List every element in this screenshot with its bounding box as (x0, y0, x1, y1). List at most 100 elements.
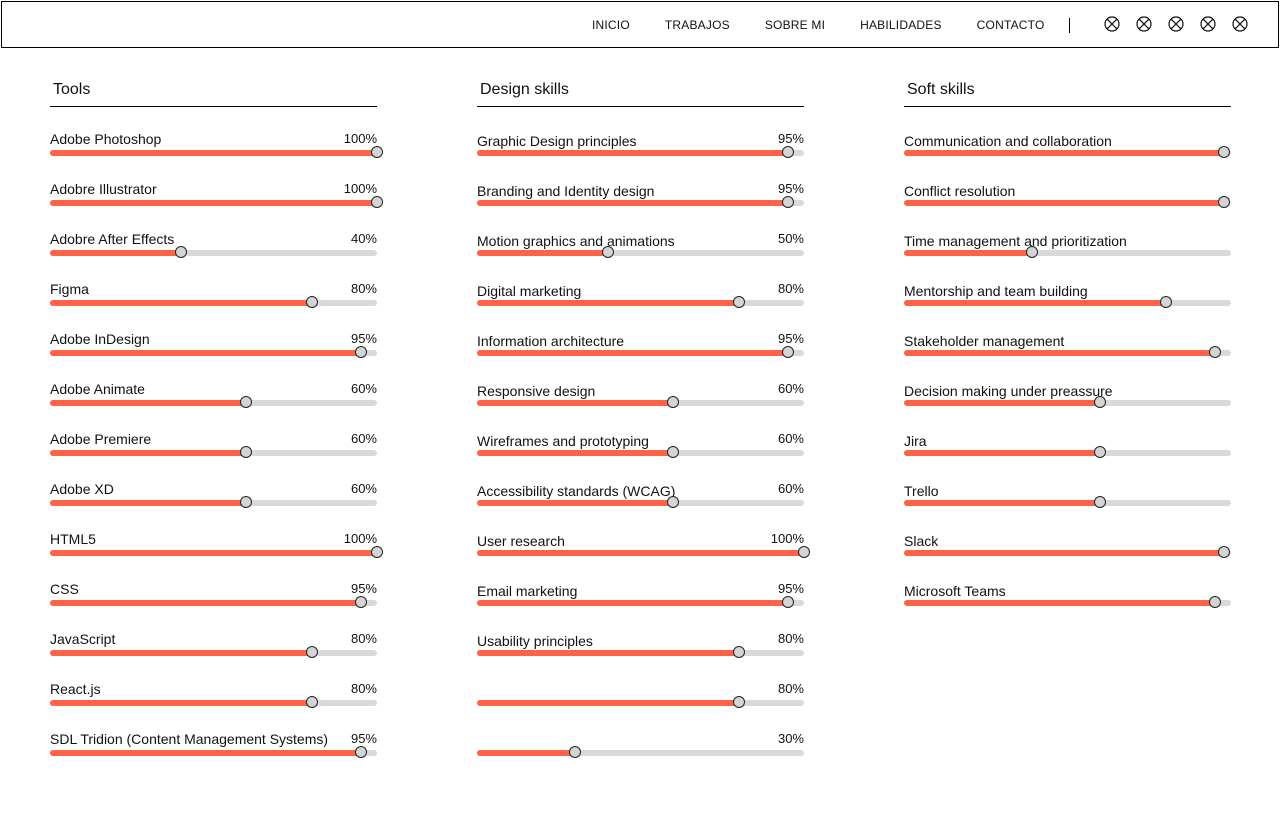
skill-slider-track[interactable] (50, 596, 377, 608)
skill-slider-thumb[interactable] (371, 196, 383, 208)
skill-percent: 95% (350, 331, 377, 346)
skill-slider-thumb[interactable] (781, 596, 794, 608)
skill-slider-track[interactable] (904, 146, 1231, 158)
skill-slider-track[interactable] (904, 246, 1231, 258)
skill-slider-thumb[interactable] (732, 296, 745, 308)
skill-slider-thumb[interactable] (1218, 546, 1231, 558)
skill-slider-track[interactable] (477, 496, 804, 508)
skill-slider-track[interactable] (904, 546, 1231, 558)
skill-percent: 95% (350, 581, 377, 596)
skill-slider-fill (904, 600, 1215, 606)
skill-slider-thumb[interactable] (240, 496, 253, 508)
skill-slider-thumb[interactable] (354, 746, 367, 758)
skill-slider-track[interactable] (477, 296, 804, 308)
skill-slider-track[interactable] (477, 396, 804, 408)
skill-slider-thumb[interactable] (240, 396, 253, 408)
skill-slider-thumb[interactable] (1094, 496, 1107, 508)
skill-slider-track[interactable] (904, 396, 1231, 408)
skill-slider-thumb[interactable] (667, 446, 680, 458)
skill-slider-fill (904, 500, 1101, 506)
skill-slider-track[interactable] (50, 496, 377, 508)
skill-slider-track[interactable] (50, 246, 377, 258)
nav-link-habilidades[interactable]: HABILIDADES (860, 17, 942, 32)
skill-slider-track[interactable] (50, 546, 383, 558)
skill-slider-track[interactable] (50, 196, 383, 208)
skill-slider-thumb[interactable] (371, 546, 383, 558)
skill-slider-thumb[interactable] (798, 546, 810, 558)
skill-slider-thumb[interactable] (601, 246, 614, 258)
skill-slider-thumb[interactable] (240, 446, 253, 458)
skill-percent: 95% (777, 131, 804, 146)
skill-slider-track[interactable] (477, 196, 804, 208)
skill-row: JavaScript 80% (50, 627, 377, 677)
skill-slider-thumb[interactable] (732, 696, 745, 708)
skill-slider-thumb[interactable] (667, 396, 680, 408)
skill-slider-thumb[interactable] (569, 746, 582, 758)
skill-slider-track[interactable] (477, 546, 810, 558)
skill-name: Microsoft Teams (904, 583, 1006, 599)
skill-slider-thumb[interactable] (781, 146, 794, 158)
social-link-1-icon[interactable] (1104, 16, 1120, 32)
skill-slider-track[interactable] (904, 496, 1231, 508)
skill-slider-thumb[interactable] (305, 646, 318, 658)
skill-slider-thumb[interactable] (1025, 246, 1038, 258)
skill-percent: 80% (350, 281, 377, 296)
skill-slider-track[interactable] (50, 346, 377, 358)
skill-slider-track[interactable] (50, 146, 383, 158)
skill-slider-track[interactable] (50, 396, 377, 408)
skill-slider-track[interactable] (50, 296, 377, 308)
skill-slider-thumb[interactable] (781, 196, 794, 208)
skill-slider-track[interactable] (477, 746, 804, 758)
skill-slider-track[interactable] (50, 646, 377, 658)
skill-slider-thumb[interactable] (305, 296, 318, 308)
skill-slider-track[interactable] (477, 696, 804, 708)
social-link-2-icon[interactable] (1136, 16, 1152, 32)
skill-slider-track[interactable] (50, 696, 377, 708)
skill-slider-thumb[interactable] (1208, 596, 1221, 608)
skill-slider-track[interactable] (477, 346, 804, 358)
skill-row: Conflict resolution (904, 177, 1231, 227)
skill-slider-fill (50, 600, 361, 606)
skill-slider-track[interactable] (477, 446, 804, 458)
skill-slider-thumb[interactable] (1094, 446, 1107, 458)
skill-slider-thumb[interactable] (667, 496, 680, 508)
skill-slider-fill (477, 600, 788, 606)
skill-slider-thumb[interactable] (371, 146, 383, 158)
skill-percent: 80% (777, 281, 804, 296)
skill-percent: 80% (350, 681, 377, 696)
nav-link-contacto[interactable]: CONTACTO (976, 17, 1045, 32)
skill-slider-track[interactable] (904, 446, 1231, 458)
skill-slider-fill (50, 650, 312, 656)
skill-slider-thumb[interactable] (305, 696, 318, 708)
skill-slider-thumb[interactable] (1218, 196, 1231, 208)
social-link-5-icon[interactable] (1232, 16, 1248, 32)
skill-slider-fill (477, 400, 674, 406)
skill-slider-track[interactable] (904, 596, 1231, 608)
nav-link-trabajos[interactable]: TRABAJOS (664, 17, 730, 32)
skill-slider-thumb[interactable] (1218, 146, 1231, 158)
social-link-3-icon[interactable] (1168, 16, 1184, 32)
skill-slider-track[interactable] (904, 346, 1231, 358)
skill-slider-thumb[interactable] (781, 346, 794, 358)
skill-slider-track[interactable] (904, 196, 1231, 208)
social-link-4-icon[interactable] (1200, 16, 1216, 32)
skill-slider-track[interactable] (50, 446, 377, 458)
skill-slider-track[interactable] (477, 146, 804, 158)
skill-slider-track[interactable] (477, 646, 804, 658)
skill-slider-thumb[interactable] (354, 346, 367, 358)
nav-link-sobre-mi[interactable]: SOBRE MI (764, 17, 826, 32)
skill-slider-thumb[interactable] (732, 646, 745, 658)
skill-slider-fill (50, 450, 247, 456)
skill-slider-thumb[interactable] (174, 246, 187, 258)
skill-slider-track[interactable] (50, 746, 377, 758)
skill-slider-thumb[interactable] (354, 596, 367, 608)
nav-link-inicio[interactable]: INICIO (592, 17, 630, 32)
skill-slider-thumb[interactable] (1208, 346, 1221, 358)
skill-slider-fill (50, 150, 377, 156)
skill-slider-thumb[interactable] (1094, 396, 1107, 408)
skill-slider-thumb[interactable] (1159, 296, 1172, 308)
skill-row: User research 100% (477, 527, 810, 577)
skill-slider-track[interactable] (477, 596, 804, 608)
skill-slider-track[interactable] (904, 296, 1231, 308)
skill-slider-track[interactable] (477, 246, 804, 258)
